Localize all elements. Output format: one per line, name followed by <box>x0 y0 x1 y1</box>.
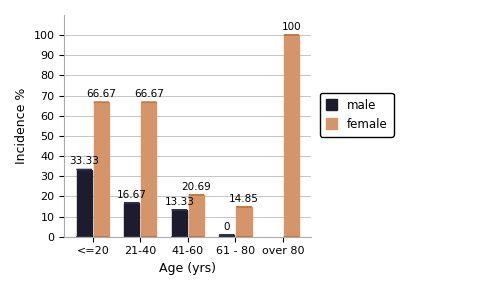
Bar <box>94 102 109 237</box>
Bar <box>142 102 156 237</box>
Text: 0: 0 <box>224 222 230 232</box>
Bar <box>76 170 92 237</box>
Bar <box>124 203 140 237</box>
X-axis label: Age (yrs): Age (yrs) <box>160 262 216 275</box>
Bar <box>172 210 187 237</box>
Text: 33.33: 33.33 <box>70 157 99 166</box>
Bar <box>219 235 234 237</box>
Bar <box>236 207 252 237</box>
Bar <box>284 35 299 237</box>
Legend: male, female: male, female <box>320 93 394 137</box>
Text: 13.33: 13.33 <box>164 197 194 207</box>
Text: 20.69: 20.69 <box>182 182 212 192</box>
Bar <box>189 195 204 237</box>
Text: 66.67: 66.67 <box>134 89 164 99</box>
Text: 14.85: 14.85 <box>229 194 259 204</box>
Y-axis label: Incidence %: Incidence % <box>15 88 28 164</box>
Text: 16.67: 16.67 <box>117 190 146 200</box>
Text: 66.67: 66.67 <box>86 89 117 99</box>
Text: 100: 100 <box>282 22 302 32</box>
